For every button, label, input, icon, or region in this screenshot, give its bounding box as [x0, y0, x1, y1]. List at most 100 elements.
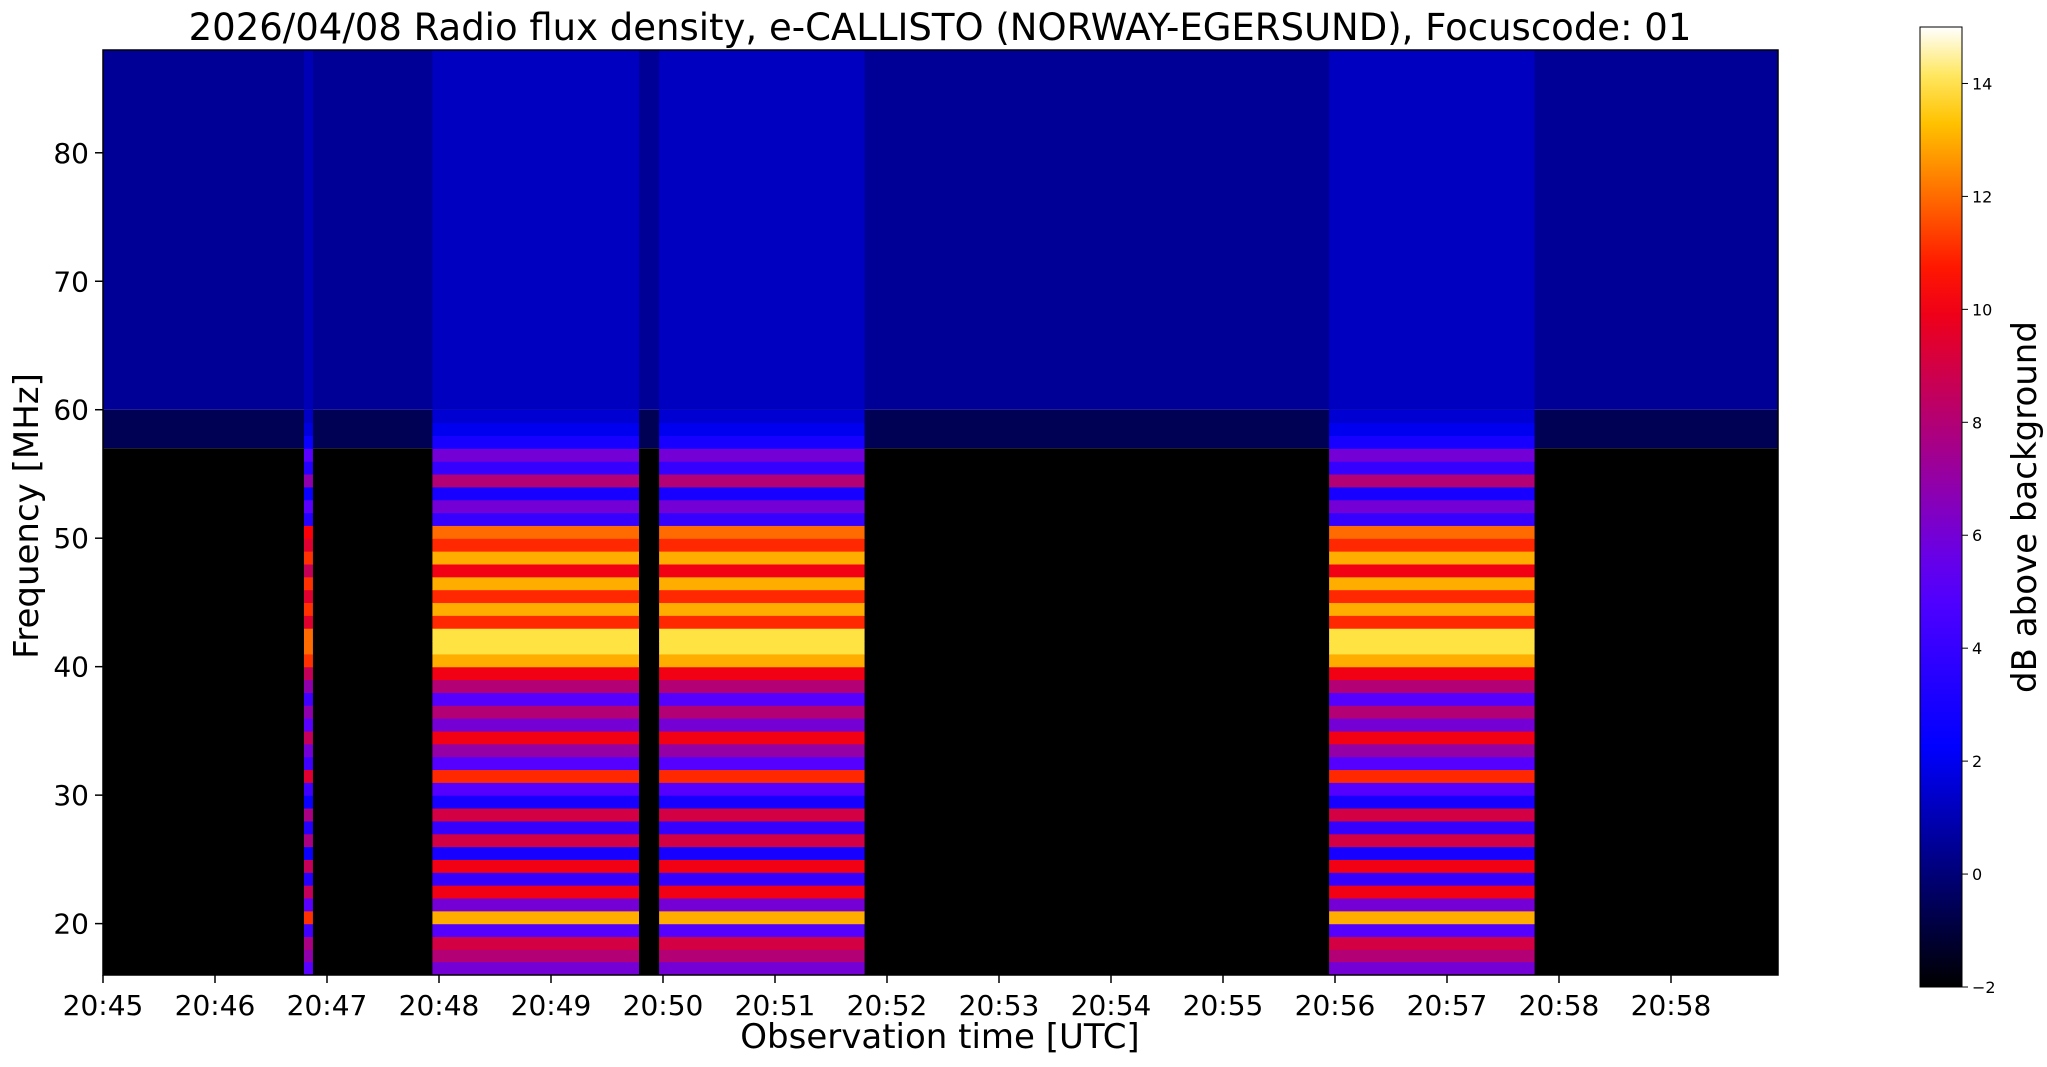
burst-cell — [432, 949, 639, 963]
burst-cell — [1329, 499, 1535, 514]
burst-cell — [1329, 512, 1535, 526]
burst-cell — [659, 461, 865, 475]
colorbar-ticks: −2 0 2 4 6 8 10 12 14 — [1962, 74, 1996, 997]
burst-cell — [432, 666, 639, 681]
burst-cell — [1329, 692, 1535, 706]
x-tick-label: 20:45 — [63, 989, 144, 1022]
x-tick-label: 20:58 — [1519, 989, 1600, 1022]
burst-cell — [659, 435, 865, 449]
burst-cell — [1329, 538, 1535, 552]
burst-cell — [432, 820, 639, 835]
burst-cell — [432, 602, 639, 616]
burst-cell — [304, 602, 313, 616]
burst-cell — [432, 473, 639, 488]
burst-cell — [1329, 551, 1535, 565]
burst-cell — [659, 846, 865, 860]
burst-cell — [432, 910, 639, 925]
burst-cell — [1329, 833, 1535, 848]
burst-cell — [432, 807, 639, 822]
burst-cell — [432, 653, 639, 668]
burst-cell — [659, 756, 865, 771]
burst-cell — [432, 782, 639, 796]
burst-cell — [304, 538, 313, 552]
burst-cell — [659, 602, 865, 616]
burst-cell — [1329, 859, 1535, 873]
burst-cell — [1329, 602, 1535, 616]
burst-cell — [432, 936, 639, 950]
x-tick-label: 20:48 — [399, 989, 480, 1022]
burst-cell — [1329, 409, 1535, 424]
burst-cell — [304, 551, 313, 565]
burst-cell — [1329, 653, 1535, 668]
burst-cell — [432, 448, 639, 462]
burst-cell — [1329, 820, 1535, 835]
colorbar-tick-label: 0 — [1972, 865, 1982, 884]
burst-cell — [1329, 923, 1535, 938]
burst-cell — [659, 692, 865, 706]
burst-cell — [304, 782, 313, 796]
burst-cell — [659, 653, 865, 668]
burst-cell — [1329, 576, 1535, 591]
x-tick-label: 20:53 — [959, 989, 1040, 1022]
colorbar-tick-label: 12 — [1972, 187, 1992, 206]
burst-cell — [659, 782, 865, 796]
burst-cell — [304, 615, 313, 629]
colorbar: −2 0 2 4 6 8 10 12 14 dB above background — [1919, 26, 2045, 997]
burst-cell — [304, 422, 313, 437]
burst-cell — [1329, 872, 1535, 886]
burst-cell — [1329, 782, 1535, 796]
burst-cell — [659, 897, 865, 912]
burst-cell — [432, 705, 639, 719]
burst-cell — [659, 962, 865, 975]
burst-cell — [304, 628, 313, 642]
burst-cell — [432, 551, 639, 565]
burst-cell — [304, 743, 313, 758]
burst-cell — [304, 910, 313, 925]
burst-upper-cell — [1329, 50, 1535, 410]
burst-cell — [1329, 461, 1535, 475]
burst-cell — [304, 653, 313, 668]
burst-cell — [659, 730, 865, 745]
burst-cell — [1329, 473, 1535, 488]
burst-cell — [659, 679, 865, 693]
burst-cell — [659, 807, 865, 822]
burst-cell — [1329, 615, 1535, 629]
burst-cell — [659, 923, 865, 938]
burst-cell — [304, 666, 313, 681]
y-axis-label: Frequency [MHz] — [7, 373, 47, 659]
burst-cell — [659, 499, 865, 514]
burst-cell — [1329, 743, 1535, 758]
burst-cell — [659, 615, 865, 629]
burst-cell — [304, 409, 313, 424]
burst-cell — [304, 962, 313, 975]
x-tick-label: 20:54 — [1071, 989, 1152, 1022]
burst-cell — [432, 743, 639, 758]
y-tick-label: 40 — [53, 651, 89, 684]
burst-cell — [659, 473, 865, 488]
burst-cell — [659, 872, 865, 886]
y-tick-label: 60 — [53, 394, 89, 427]
burst-cell — [1329, 486, 1535, 501]
burst-cell — [304, 589, 313, 604]
y-tick-label: 50 — [53, 522, 89, 555]
y-tick-label: 30 — [53, 779, 89, 812]
burst-cell — [659, 563, 865, 578]
burst-cell — [432, 859, 639, 873]
burst-cell — [659, 538, 865, 552]
burst-cell — [432, 538, 639, 552]
burst-cell — [1329, 435, 1535, 449]
x-tick-label: 20:51 — [735, 989, 816, 1022]
burst-cell — [659, 820, 865, 835]
burst-cell — [304, 769, 313, 783]
colorbar-label: dB above background — [2005, 321, 2045, 693]
burst-cell — [432, 897, 639, 912]
burst-cell — [304, 936, 313, 950]
burst-cell — [304, 820, 313, 835]
y-tick-label: 20 — [53, 908, 89, 941]
x-axis-label: Observation time [UTC] — [740, 1017, 1139, 1057]
colorbar-tick-label: 2 — [1972, 752, 1982, 771]
burst-cell — [1329, 666, 1535, 681]
x-tick-label: 20:57 — [1407, 989, 1488, 1022]
burst-cell — [659, 576, 865, 591]
burst-cell — [304, 859, 313, 873]
